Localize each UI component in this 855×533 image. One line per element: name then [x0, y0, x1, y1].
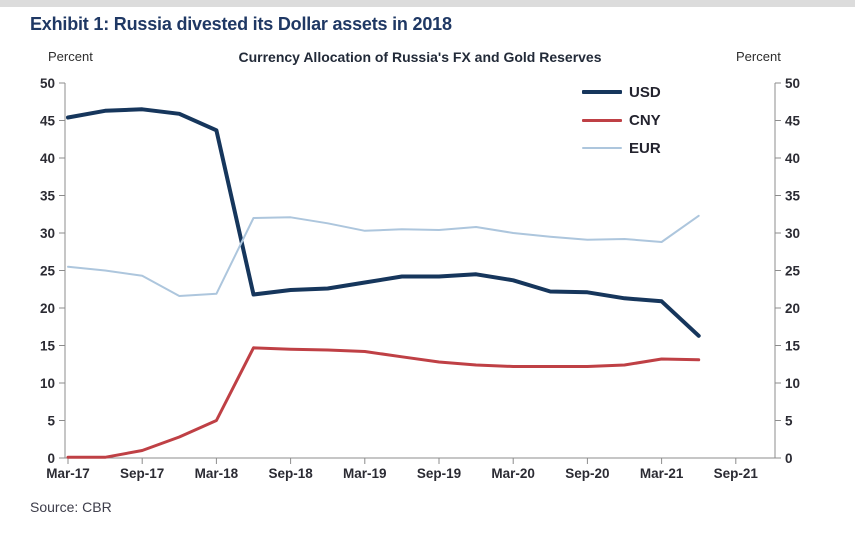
- y-tick-label-right-20: 20: [785, 301, 800, 316]
- y-tick-label-left-30: 30: [40, 226, 55, 241]
- x-tick-label-Sep-20: Sep-20: [565, 466, 609, 481]
- legend: USD CNY EUR: [582, 82, 661, 166]
- y-tick-label-right-30: 30: [785, 226, 800, 241]
- y-tick-label-right-50: 50: [785, 76, 800, 91]
- y-tick-label-left-35: 35: [40, 189, 56, 204]
- legend-label-cny: CNY: [629, 111, 661, 129]
- legend-label-usd: USD: [629, 83, 661, 101]
- chart-subtitle: Currency Allocation of Russia's FX and G…: [238, 49, 602, 65]
- y-tick-label-right-0: 0: [785, 451, 793, 466]
- y-tick-label-right-40: 40: [785, 151, 800, 166]
- y-tick-label-right-35: 35: [785, 189, 801, 204]
- x-tick-label-Mar-20: Mar-20: [491, 466, 535, 481]
- y-tick-label-left-25: 25: [40, 264, 56, 279]
- exhibit-title: Exhibit 1: Russia divested its Dollar as…: [30, 14, 452, 34]
- y-tick-label-right-25: 25: [785, 264, 801, 279]
- y-tick-label-right-10: 10: [785, 376, 800, 391]
- legend-label-eur: EUR: [629, 139, 661, 157]
- y-tick-label-right-45: 45: [785, 114, 801, 129]
- y-tick-label-left-0: 0: [47, 451, 55, 466]
- legend-swatch-usd: [582, 90, 622, 94]
- y-axis-title-right: Percent: [736, 49, 781, 64]
- x-tick-label-Mar-19: Mar-19: [343, 466, 387, 481]
- source-note: Source: CBR: [30, 499, 112, 515]
- x-tick-label-Mar-21: Mar-21: [640, 466, 684, 481]
- y-tick-label-right-5: 5: [785, 414, 793, 429]
- y-tick-label-left-40: 40: [40, 151, 55, 166]
- legend-item-cny: CNY: [582, 110, 661, 130]
- legend-swatch-eur: [582, 147, 622, 149]
- x-tick-label-Sep-17: Sep-17: [120, 466, 164, 481]
- window-edge-strip: [0, 0, 855, 7]
- y-tick-label-left-5: 5: [47, 414, 55, 429]
- y-axis-title-left: Percent: [48, 49, 93, 64]
- legend-swatch-cny: [582, 118, 622, 122]
- x-tick-label-Sep-18: Sep-18: [268, 466, 313, 481]
- legend-item-eur: EUR: [582, 138, 661, 158]
- x-tick-label-Mar-17: Mar-17: [46, 466, 90, 481]
- x-tick-label-Sep-21: Sep-21: [714, 466, 759, 481]
- y-tick-label-left-10: 10: [40, 376, 55, 391]
- series-line-cny: [66, 346, 701, 459]
- y-tick-label-left-15: 15: [40, 339, 56, 354]
- x-tick-label-Sep-19: Sep-19: [417, 466, 461, 481]
- series-line-eur: [67, 214, 700, 297]
- y-tick-label-right-15: 15: [785, 339, 801, 354]
- series-line-usd: [66, 107, 701, 338]
- y-tick-label-left-50: 50: [40, 76, 55, 91]
- x-tick-label-Mar-18: Mar-18: [195, 466, 239, 481]
- legend-item-usd: USD: [582, 82, 661, 102]
- y-tick-label-left-20: 20: [40, 301, 55, 316]
- y-tick-label-left-45: 45: [40, 114, 56, 129]
